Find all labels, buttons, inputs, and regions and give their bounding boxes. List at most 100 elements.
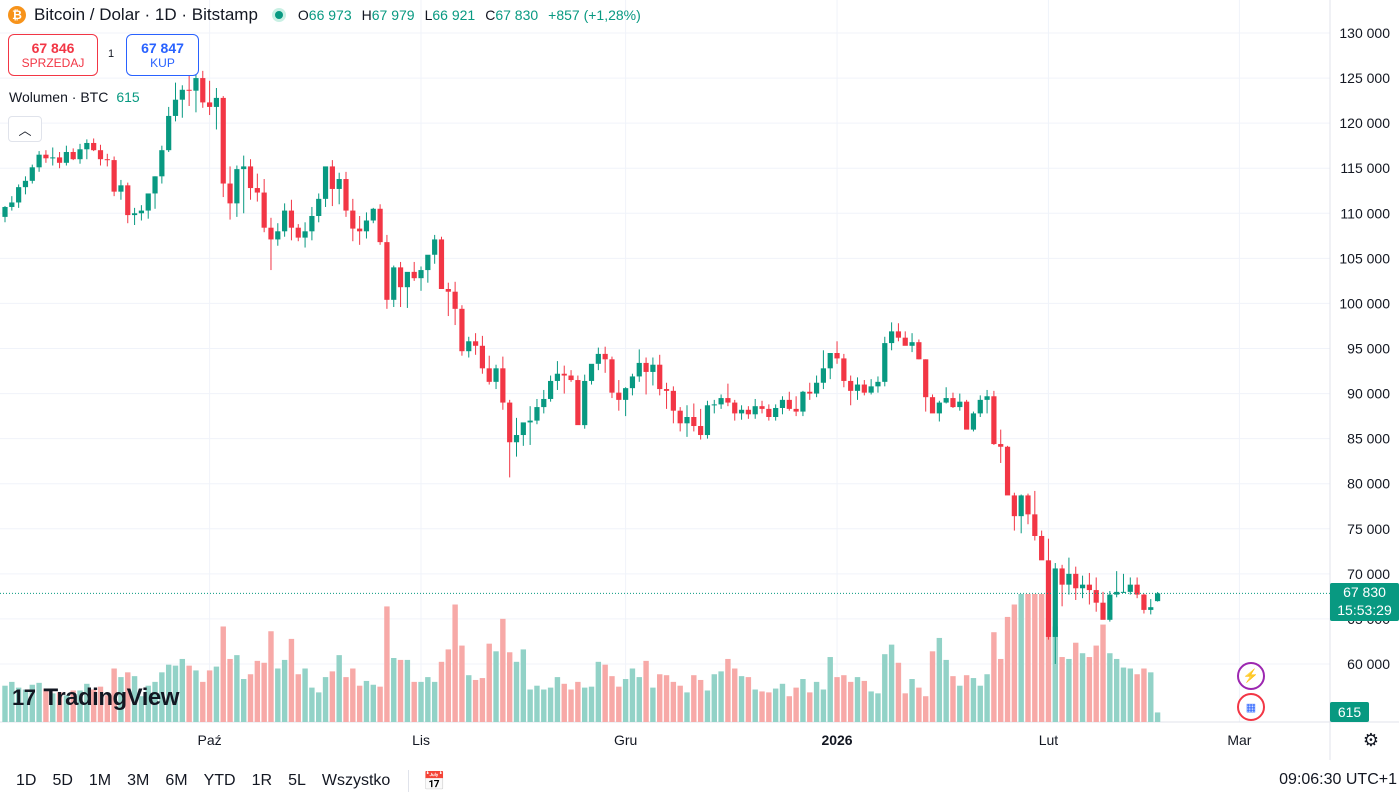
candle-body (97, 150, 104, 160)
market-open-icon (271, 8, 286, 22)
candle-body (363, 220, 370, 232)
volume-bar (868, 691, 874, 722)
volume-bar (29, 684, 35, 722)
candle-body (36, 154, 42, 168)
candle-body (929, 397, 936, 414)
volume-bar (404, 659, 411, 722)
calendar-icon[interactable]: 📅 (423, 770, 446, 791)
candle-body (459, 308, 465, 352)
candle-body (841, 358, 847, 381)
volume-bar (131, 676, 138, 722)
volume-bar (834, 677, 840, 722)
volume-bar (588, 686, 595, 722)
candle-body (118, 185, 124, 192)
tradingview-logo[interactable]: 17 TradingView (12, 684, 179, 712)
volume-bar (1052, 626, 1058, 722)
sell-price: 67 846 (31, 40, 75, 56)
candle-body (827, 353, 833, 369)
range-all[interactable]: Wszystko (321, 772, 391, 789)
volume-bar (336, 655, 342, 722)
candle-body (1120, 591, 1127, 593)
range-1d[interactable]: 1D (16, 772, 37, 789)
volume-legend[interactable]: Wolumen · BTC 615 (9, 89, 140, 105)
candle-body (282, 210, 288, 232)
volume-bar (213, 666, 220, 722)
volume-bar (363, 680, 370, 722)
range-6m[interactable]: 6M (165, 772, 188, 789)
candle-body (663, 389, 670, 391)
volume-bar (1154, 712, 1161, 722)
volume-bar (957, 685, 963, 722)
candle-body (998, 444, 1004, 447)
candle-body (295, 227, 301, 238)
gear-icon[interactable]: ⚙ (1362, 729, 1380, 750)
sell-button[interactable]: 67 846 SPRZEDAJ (8, 34, 98, 76)
candle-body (568, 375, 574, 381)
us-flag-icon[interactable]: ▦ (1237, 693, 1265, 721)
volume-bar (766, 692, 772, 722)
last-price-value: 67 830 (1343, 584, 1386, 600)
candle-body (9, 202, 15, 207)
candle-body (104, 159, 110, 161)
volume-bar (541, 689, 547, 722)
volume-bar (391, 658, 397, 722)
volume-bar (172, 665, 179, 722)
toolbar-divider (408, 770, 410, 792)
range-ytd[interactable]: YTD (203, 772, 236, 789)
candle-body (418, 270, 424, 279)
volume-bar (1100, 624, 1106, 722)
volume-bar (431, 681, 438, 722)
candle-body (1018, 495, 1024, 517)
open-label: O (297, 7, 309, 23)
range-5l[interactable]: 5L (288, 772, 306, 789)
candle-body (370, 208, 376, 221)
candle-body (411, 271, 417, 279)
volume-bar (350, 668, 356, 722)
buy-button[interactable]: 67 847 KUP (126, 34, 199, 76)
range-5d[interactable]: 5D (52, 772, 73, 789)
volume-bar (452, 604, 458, 722)
volume-bar (1073, 642, 1079, 722)
volume-bar (125, 672, 131, 722)
lightning-icon[interactable]: ⚡ (1237, 662, 1265, 690)
volume-bar (847, 681, 854, 722)
volume-bar (854, 677, 861, 722)
price-tick-label: 120 000 (1339, 115, 1390, 131)
candle-body (70, 151, 76, 160)
candle-body (1032, 514, 1038, 536)
volume-bar (506, 652, 513, 722)
range-1r[interactable]: 1R (251, 772, 273, 789)
candle-body (738, 409, 745, 414)
volume-value: 615 (116, 89, 140, 105)
volume-bar (616, 686, 622, 722)
volume-bar (234, 655, 240, 722)
volume-bar (779, 683, 786, 722)
volume-bar (534, 685, 540, 722)
candle-body (1086, 584, 1092, 591)
volume-bar (950, 676, 956, 722)
volume-bar (1134, 674, 1140, 722)
candle-body (1052, 568, 1058, 637)
price-tick-label: 60 000 (1347, 656, 1390, 672)
symbol-title[interactable]: Bitcoin / Dolar · 1D · Bitstamp (34, 5, 258, 24)
candle-body (43, 154, 49, 159)
volume-tag: 615 (1330, 702, 1369, 722)
collapse-legend-button[interactable]: ︿ (8, 116, 42, 142)
time-tick-label: Mar (1227, 732, 1251, 748)
volume-bars (2, 594, 1161, 722)
volume-bar (445, 649, 451, 722)
volume-bar (902, 693, 908, 722)
high-value: 67 979 (371, 7, 415, 23)
candle-body (275, 231, 281, 240)
volume-bar (1093, 645, 1099, 722)
volume-bar (1045, 594, 1052, 722)
range-1m[interactable]: 1M (88, 772, 112, 789)
candle-body (902, 337, 908, 346)
range-3m[interactable]: 3M (127, 772, 150, 789)
clock[interactable]: 09:06:30 UTC+1 (1279, 771, 1397, 788)
close-label: C (485, 7, 496, 23)
chevron-up-icon: ︿ (18, 122, 32, 138)
buy-price: 67 847 (141, 40, 184, 56)
